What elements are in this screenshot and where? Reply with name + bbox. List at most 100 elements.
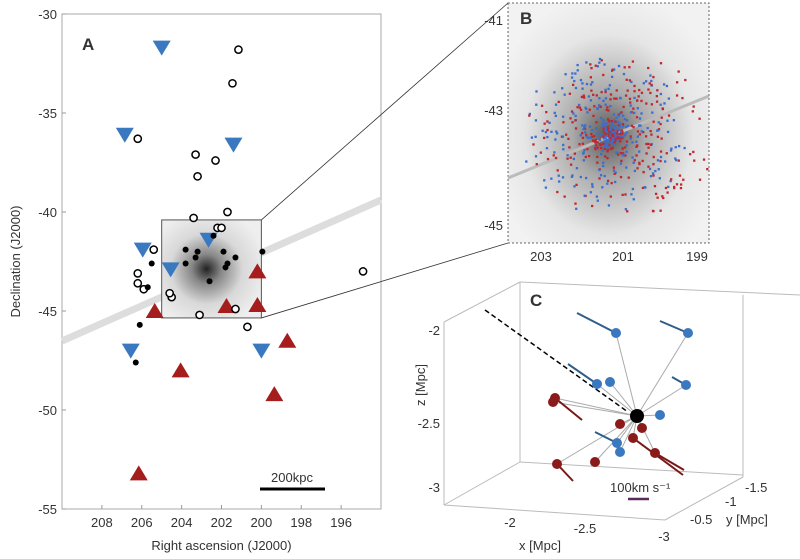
red-member-point	[625, 78, 628, 81]
blue-member-point	[613, 134, 617, 137]
blue-member-point	[675, 159, 678, 162]
blue-member-point	[610, 75, 614, 79]
blue-member-point	[611, 141, 615, 144]
c-y-tick-label: -1	[725, 494, 737, 509]
red-member-point	[627, 176, 630, 179]
red-member-point	[609, 195, 612, 198]
red-member-point	[620, 159, 623, 163]
red-member-point	[580, 95, 584, 99]
blue-member-point	[596, 107, 599, 111]
blue-member-point	[589, 136, 592, 139]
red-member-point	[653, 184, 657, 188]
blue-member-point	[614, 135, 617, 138]
blue-member-point	[646, 126, 649, 130]
blue-member-point	[683, 146, 686, 150]
red-member-point	[615, 89, 618, 92]
blue-member-point	[585, 82, 589, 86]
blue-member-point	[598, 61, 601, 64]
red-member-point	[562, 121, 565, 124]
red-triangle-marker	[248, 297, 267, 313]
blue-member-point	[633, 96, 636, 100]
blue-member-point	[582, 159, 585, 162]
open-circle-marker	[217, 223, 226, 233]
blue-member-point	[597, 137, 600, 140]
x-tick-label: 196	[330, 515, 352, 530]
connector-line	[552, 401, 638, 417]
blue-member-point	[534, 135, 537, 138]
red-member-point	[626, 89, 629, 92]
blue-member-point	[612, 138, 615, 142]
red-member-point	[652, 155, 655, 159]
filled-circle-marker	[192, 254, 199, 261]
blue-member-point	[576, 63, 579, 67]
red-member-point	[659, 209, 662, 212]
zoom-line-bottom	[261, 242, 509, 319]
blue-member-point	[618, 125, 622, 128]
red-member-point	[652, 209, 655, 213]
red-member-point	[629, 135, 632, 138]
red-member-point	[576, 106, 579, 109]
blue-member-point	[570, 76, 574, 79]
blue-member-point	[642, 82, 645, 85]
blue-member-point	[589, 191, 593, 194]
blue-member-point	[626, 124, 630, 128]
red-member-point	[571, 83, 575, 87]
blue-member-point	[638, 150, 641, 153]
red-member-point	[568, 92, 572, 95]
red-member-point	[571, 121, 574, 124]
y-axis-label: Declination (J2000)	[8, 205, 23, 317]
blue-member-point	[545, 147, 549, 150]
open-circle-marker	[223, 207, 232, 217]
red-member-point	[595, 94, 598, 97]
red-member-point	[644, 135, 648, 138]
blue-member-point	[619, 135, 622, 138]
red-member-point	[613, 172, 616, 175]
red-member-point	[599, 105, 602, 109]
blue-member-point	[598, 139, 602, 142]
blue-member-point	[553, 111, 556, 115]
panel-c-box-edge	[443, 281, 521, 323]
blue-triangle-marker	[115, 127, 134, 143]
red-member-point	[626, 210, 629, 213]
blue-member-point	[640, 112, 643, 115]
red-member-point	[637, 95, 640, 98]
blue-member-point	[573, 185, 576, 188]
red-member-point	[563, 195, 566, 198]
x-tick-label: 202	[211, 515, 233, 530]
red-member-point	[624, 94, 628, 97]
red-triangle-marker	[278, 332, 297, 348]
blue-galaxy-point	[612, 438, 622, 448]
blue-member-point	[602, 99, 605, 103]
blue-member-point	[608, 137, 611, 140]
red-member-point	[655, 100, 659, 103]
blue-member-point	[548, 121, 551, 124]
blue-member-point	[625, 125, 628, 129]
red-member-point	[606, 125, 609, 128]
red-galaxy-point	[615, 419, 625, 429]
blue-member-point	[590, 128, 594, 132]
blue-member-point	[616, 139, 619, 142]
red-triangle-marker	[248, 263, 267, 279]
red-member-point	[606, 157, 609, 160]
open-circle-marker	[243, 322, 252, 332]
red-member-point	[659, 62, 663, 65]
blue-member-point	[585, 107, 588, 111]
blue-member-point	[610, 128, 613, 131]
red-member-point	[593, 146, 597, 150]
blue-member-point	[612, 119, 616, 122]
red-member-point	[638, 161, 641, 165]
panel-label-b: B	[520, 9, 532, 28]
red-member-point	[600, 59, 603, 62]
red-member-point	[565, 133, 568, 136]
blue-member-point	[550, 130, 553, 133]
red-member-point	[604, 90, 607, 94]
red-member-point	[609, 93, 613, 96]
panel-c-box-edge	[519, 281, 800, 296]
red-member-point	[590, 135, 594, 138]
red-member-point	[632, 125, 635, 129]
red-member-point	[636, 130, 640, 133]
red-member-point	[584, 155, 587, 159]
red-member-point	[649, 91, 652, 95]
blue-member-point	[635, 140, 638, 143]
red-member-point	[641, 186, 645, 190]
